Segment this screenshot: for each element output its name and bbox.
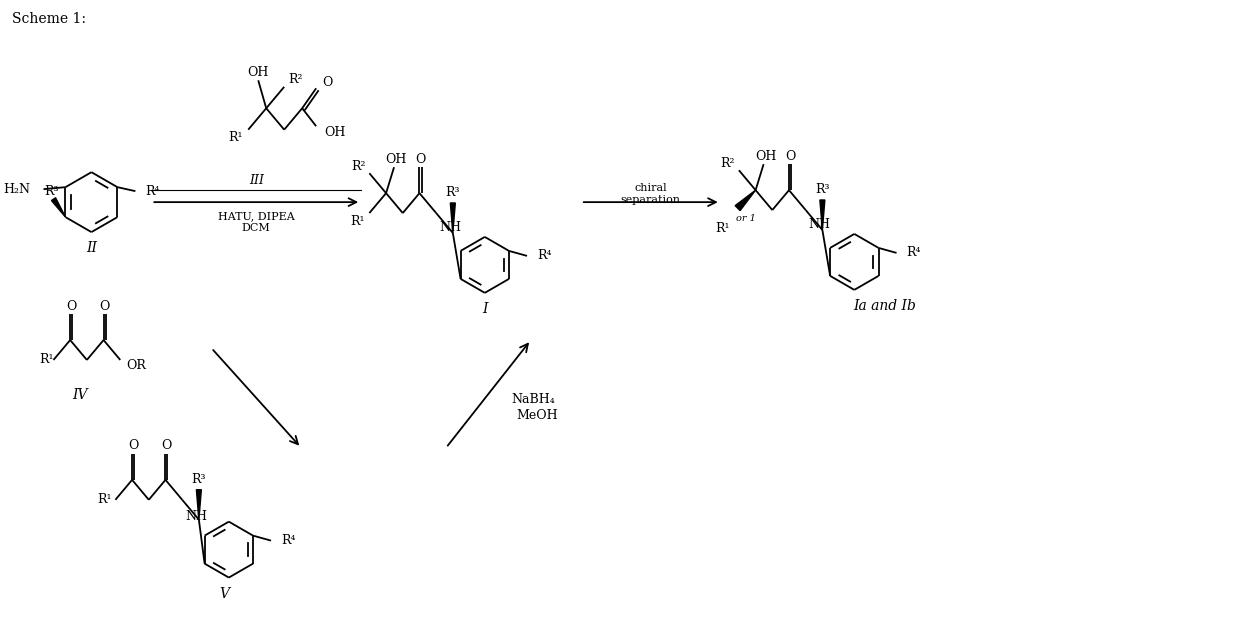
Text: Ia and Ib: Ia and Ib (853, 299, 915, 313)
Text: R⁴: R⁴ (145, 184, 160, 197)
Text: R³: R³ (192, 473, 206, 486)
Text: R¹: R¹ (97, 493, 112, 506)
Text: OH: OH (755, 150, 776, 163)
Text: OH: OH (248, 66, 269, 79)
Text: R¹: R¹ (40, 353, 55, 366)
Text: separation: separation (621, 195, 681, 205)
Text: R⁴: R⁴ (537, 249, 552, 262)
Text: Scheme 1:: Scheme 1: (11, 12, 86, 27)
Polygon shape (450, 203, 455, 233)
Text: I: I (482, 302, 487, 316)
Text: OR: OR (126, 360, 146, 373)
Text: R³: R³ (45, 184, 58, 197)
Text: R³: R³ (445, 186, 460, 199)
Text: R¹: R¹ (350, 215, 365, 228)
Text: or 1: or 1 (735, 214, 755, 223)
Text: OH: OH (386, 153, 407, 166)
Text: HATU, DIPEA: HATU, DIPEA (218, 211, 295, 221)
Text: chiral: chiral (635, 183, 667, 193)
Text: R⁴: R⁴ (281, 534, 295, 547)
Text: II: II (86, 241, 97, 255)
Text: NH: NH (808, 218, 831, 231)
Text: DCM: DCM (242, 223, 270, 233)
Text: III: III (249, 174, 264, 187)
Text: O: O (99, 300, 110, 313)
Text: R⁴: R⁴ (906, 246, 921, 259)
Polygon shape (735, 190, 755, 210)
Text: O: O (415, 153, 425, 166)
Text: R¹: R¹ (715, 222, 729, 235)
Text: NaBH₄: NaBH₄ (511, 394, 554, 407)
Text: R¹: R¹ (228, 131, 243, 144)
Text: O: O (66, 300, 77, 313)
Text: H₂N: H₂N (4, 183, 31, 196)
Text: O: O (128, 439, 139, 452)
Text: R²: R² (288, 73, 303, 86)
Text: NH: NH (185, 510, 207, 523)
Text: OH: OH (324, 126, 346, 139)
Text: R³: R³ (815, 183, 830, 196)
Polygon shape (196, 490, 201, 520)
Text: R²: R² (720, 157, 735, 170)
Polygon shape (820, 200, 825, 230)
Polygon shape (51, 197, 66, 217)
Text: V: V (218, 587, 229, 600)
Text: O: O (161, 439, 171, 452)
Text: O: O (785, 150, 795, 163)
Text: O: O (322, 76, 332, 89)
Text: IV: IV (72, 388, 88, 402)
Text: R²: R² (351, 160, 366, 173)
Text: NH: NH (439, 221, 461, 234)
Text: MeOH: MeOH (516, 409, 558, 422)
